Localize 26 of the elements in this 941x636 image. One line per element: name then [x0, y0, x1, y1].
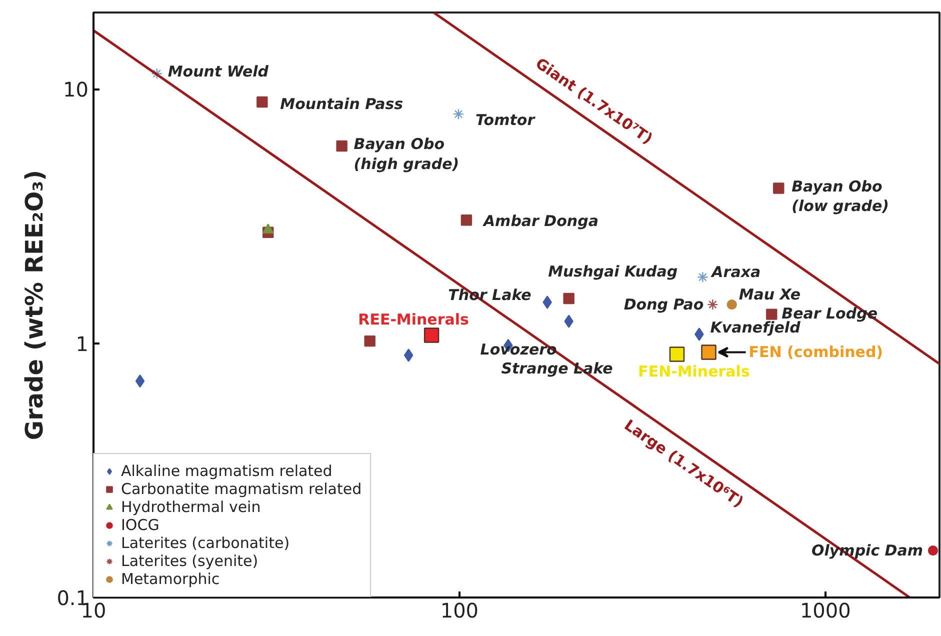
annotation: Kvanefjeld: [710, 318, 801, 336]
annotation: Bayan Obo (low grade): [792, 177, 890, 216]
annotation: Dong Pao: [624, 296, 704, 314]
legend-label: Carbonatite magmatism related: [121, 480, 362, 498]
annotation: Mountain Pass: [280, 95, 404, 114]
annotation: Ambar Donga: [482, 212, 598, 230]
legend-label: IOCG: [121, 516, 160, 534]
y-tick-label: 1: [76, 332, 89, 356]
x-tick-label: 100: [440, 598, 479, 622]
annotation: Mau Xe: [738, 286, 801, 304]
annotation: FEN (combined): [748, 343, 884, 362]
annotation: Mushgai Kudag: [548, 262, 678, 280]
annotation: Bayan Obo (high grade): [354, 134, 460, 173]
annotation: Araxa: [710, 263, 761, 282]
x-tick-label: 1000: [800, 598, 851, 622]
y-axis-title: Grade (wt% REE₂O₃): [20, 170, 49, 440]
y-tick-label: 10: [63, 78, 89, 102]
annotation: REE-Minerals: [358, 310, 470, 328]
annotation: Tomtor: [476, 111, 536, 130]
legend-label: Metamorphic: [121, 570, 220, 588]
legend-label: Laterites (syenite): [121, 552, 258, 570]
annotation: FEN-Minerals: [638, 362, 750, 380]
legend-label: Laterites (carbonatite): [121, 534, 290, 552]
legend-label: Alkaline magmatism related: [121, 462, 332, 480]
annotation: Mount Weld: [168, 62, 269, 81]
legend-label: Hydrothermal vein: [121, 498, 261, 516]
